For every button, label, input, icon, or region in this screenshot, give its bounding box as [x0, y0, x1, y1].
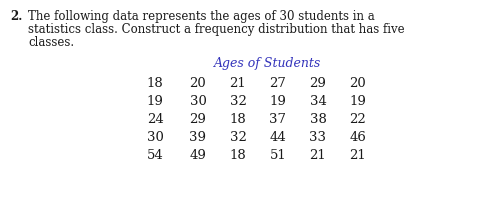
- Text: classes.: classes.: [28, 36, 74, 49]
- Text: 24: 24: [147, 113, 163, 126]
- Text: Ages of Students: Ages of Students: [214, 57, 321, 70]
- Text: 30: 30: [147, 131, 164, 144]
- Text: 21: 21: [230, 77, 246, 90]
- Text: 21: 21: [350, 149, 366, 162]
- Text: 18: 18: [147, 77, 163, 90]
- Text: The following data represents the ages of 30 students in a: The following data represents the ages o…: [28, 10, 375, 23]
- Text: 54: 54: [147, 149, 163, 162]
- Text: 37: 37: [269, 113, 286, 126]
- Text: 21: 21: [310, 149, 326, 162]
- Text: 38: 38: [310, 113, 326, 126]
- Text: 33: 33: [310, 131, 326, 144]
- Text: 32: 32: [229, 95, 246, 108]
- Text: 2.: 2.: [10, 10, 22, 23]
- Text: 18: 18: [230, 113, 246, 126]
- Text: 30: 30: [189, 95, 206, 108]
- Text: 22: 22: [350, 113, 366, 126]
- Text: 29: 29: [310, 77, 326, 90]
- Text: 18: 18: [230, 149, 246, 162]
- Text: statistics class. Construct a frequency distribution that has five: statistics class. Construct a frequency …: [28, 23, 405, 36]
- Text: 27: 27: [270, 77, 286, 90]
- Text: 19: 19: [350, 95, 366, 108]
- Text: 46: 46: [350, 131, 366, 144]
- Text: 32: 32: [229, 131, 246, 144]
- Text: 49: 49: [189, 149, 206, 162]
- Text: 34: 34: [310, 95, 326, 108]
- Text: 29: 29: [189, 113, 206, 126]
- Text: 44: 44: [270, 131, 286, 144]
- Text: 19: 19: [147, 95, 164, 108]
- Text: 20: 20: [350, 77, 366, 90]
- Text: 39: 39: [189, 131, 206, 144]
- Text: 19: 19: [270, 95, 286, 108]
- Text: 20: 20: [189, 77, 206, 90]
- Text: 51: 51: [270, 149, 286, 162]
